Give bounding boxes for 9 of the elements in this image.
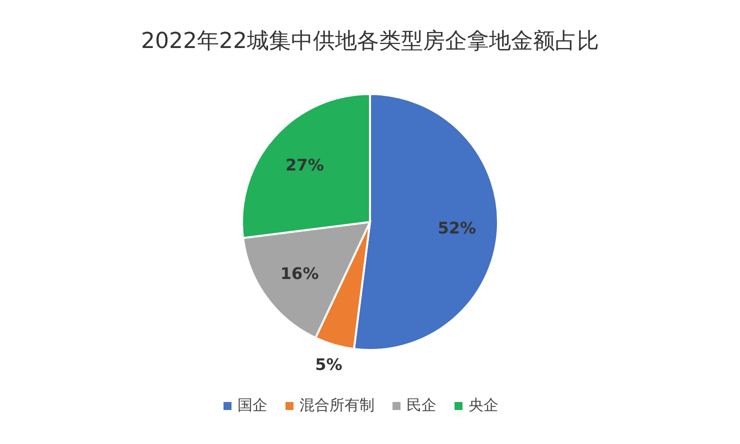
data-label: 27% (286, 155, 324, 174)
legend-label: 央企 (468, 396, 498, 414)
legend-label: 国企 (238, 396, 268, 414)
data-label: 5% (315, 355, 342, 374)
legend-label: 混合所有制 (300, 396, 374, 414)
data-label: 52% (438, 218, 476, 238)
legend-label: 民企 (406, 396, 436, 414)
data-label: 16% (280, 264, 319, 284)
chart-title: 2022年22城集中供地各类型房企拿地金额占比 (141, 29, 599, 54)
